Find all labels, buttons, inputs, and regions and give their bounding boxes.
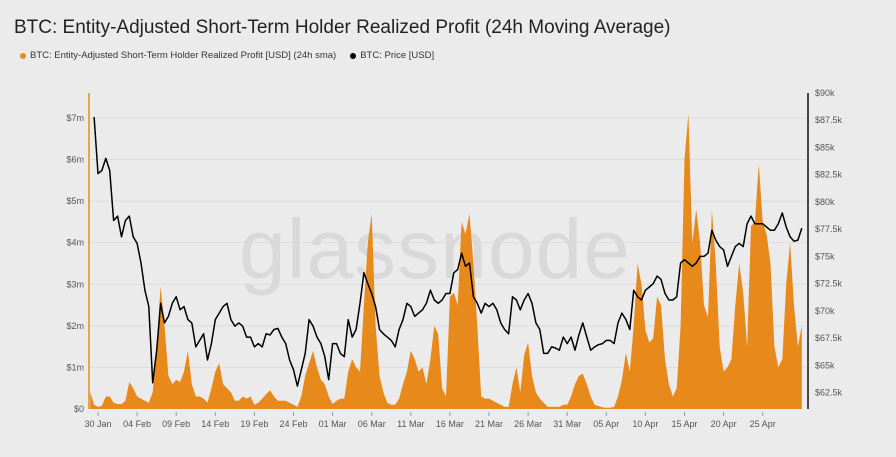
axes: $0 $1m $2m $3m $4m $5m $6m $7m $62.5k $65k $67.5k $… [66,88,842,429]
profit-area [90,113,802,410]
left-tick-label: $1m [66,362,84,372]
left-tick-label: $2m [66,321,84,331]
x-tick-label: 21 Mar [475,419,503,429]
legend-item-profit[interactable]: BTC: Entity-Adjusted Short-Term Holder R… [20,50,336,61]
x-tick-label: 09 Feb [162,419,190,429]
x-tick-label: 05 Apr [593,419,619,429]
legend-item-price[interactable]: BTC: Price [USD] [350,50,434,61]
x-tick-label: 20 Apr [711,419,737,429]
x-tick-label: 06 Mar [358,419,386,429]
watermark: glassnode [239,202,631,296]
profit-area-path [90,113,802,410]
right-tick-label: $75k [815,251,835,261]
chart-title: BTC: Entity-Adjusted Short-Term Holder R… [14,17,671,38]
right-tick-label: $90k [815,88,835,98]
left-tick-label: $3m [66,279,84,289]
price-line-path [93,116,803,387]
right-tick-label: $82.5k [815,170,843,180]
x-tick-label: 26 Mar [514,419,542,429]
left-tick-label: $6m [66,155,84,165]
legend-label-profit: BTC: Entity-Adjusted Short-Term Holder R… [30,50,337,61]
right-tick-label: $67.5k [815,333,843,343]
x-tick-label: 15 Apr [671,419,697,429]
right-tick-label: $77.5k [815,224,843,234]
right-tick-label: $70k [815,306,835,316]
x-tick-label: 01 Mar [319,419,347,429]
legend-label-price: BTC: Price [USD] [360,50,435,61]
right-tick-label: $80k [815,197,835,207]
x-tick-label: 14 Feb [201,419,229,429]
x-tick-label: 16 Mar [436,419,464,429]
x-tick-label: 11 Mar [397,419,424,429]
x-tick-label: 04 Feb [123,419,151,429]
x-tick-label: 31 Mar [553,419,581,429]
x-tick-label: 25 Apr [750,419,776,429]
left-tick-label: $0 [74,404,84,414]
orange-dot-icon [20,52,26,59]
right-tick-label: $62.5k [815,388,843,398]
legend: BTC: Entity-Adjusted Short-Term Holder R… [20,50,434,61]
x-tick-label: 19 Feb [240,419,268,429]
x-tick-label: 10 Apr [632,419,658,429]
black-dot-icon [350,52,357,59]
left-tick-label: $4m [66,238,84,248]
right-tick-label: $72.5k [815,279,843,289]
right-tick-label: $85k [815,142,835,152]
x-tick-label: 24 Feb [279,419,307,429]
right-tick-label: $65k [815,360,835,370]
x-tick-label: 30 Jan [84,419,111,429]
left-tick-label: $7m [66,113,84,123]
left-tick-label: $5m [66,196,84,206]
price-line [93,116,803,387]
right-tick-label: $87.5k [815,115,843,125]
